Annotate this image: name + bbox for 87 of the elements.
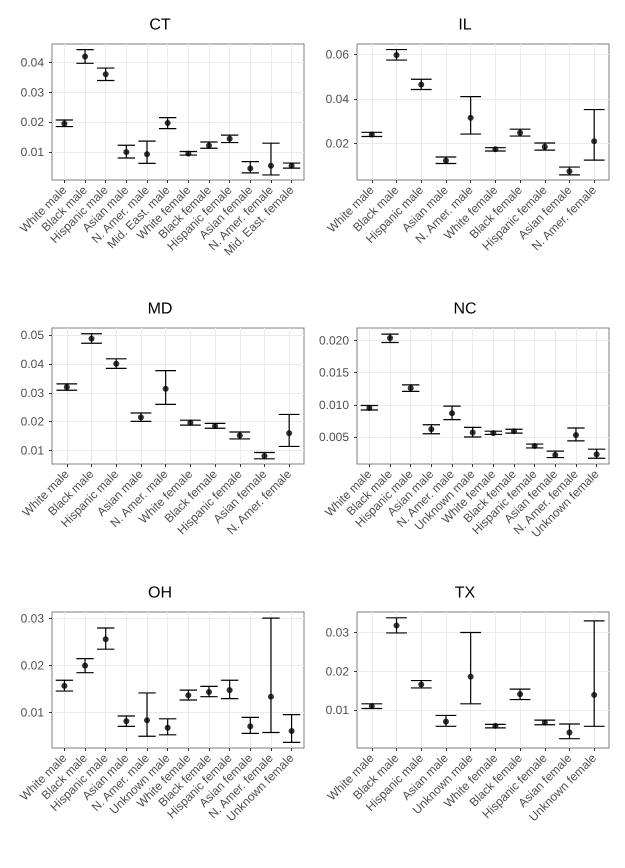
point [162, 386, 169, 392]
y-tick-label: 0.02 [20, 414, 44, 429]
y-tick-label: 0.02 [20, 658, 44, 673]
y-tick-label: 0.01 [20, 443, 44, 458]
point [138, 414, 144, 420]
point [542, 144, 548, 150]
chart-title: TX [454, 584, 476, 602]
point [261, 452, 268, 459]
point [185, 692, 192, 698]
point [82, 662, 88, 669]
point [368, 703, 375, 710]
point [566, 730, 572, 736]
chart-title: IL [458, 16, 472, 34]
point [368, 132, 375, 138]
chart-title: CT [149, 16, 171, 34]
point [113, 360, 120, 367]
point [387, 334, 394, 341]
y-tick-label: 0.010 [318, 398, 350, 412]
chart-title: MD [148, 300, 172, 318]
point [418, 681, 424, 688]
point [492, 146, 498, 152]
y-tick-label: 0.005 [318, 430, 350, 444]
y-tick-label: 0.02 [326, 664, 350, 678]
point [268, 162, 274, 169]
point [64, 384, 70, 390]
point [442, 718, 449, 725]
point [591, 692, 598, 698]
point [164, 724, 171, 731]
point [82, 53, 88, 60]
y-tick-label: 0.05 [20, 328, 44, 342]
point [144, 151, 150, 158]
point [185, 150, 192, 157]
point [572, 432, 579, 438]
y-tick-label: 0.015 [318, 366, 350, 380]
y-tick-label: 0.06 [326, 47, 350, 62]
point [144, 717, 150, 724]
point [123, 149, 130, 156]
point [286, 430, 292, 436]
y-tick-label: 0.01 [20, 144, 44, 159]
point [88, 336, 95, 342]
point [102, 636, 109, 642]
point [449, 410, 456, 416]
point [102, 71, 109, 78]
y-tick-label: 0.04 [20, 357, 44, 372]
point [428, 426, 434, 432]
point [206, 689, 212, 695]
y-tick-label: 0.01 [20, 706, 44, 720]
y-tick-label: 0.01 [326, 703, 350, 718]
point [236, 432, 243, 438]
chart-title: NC [453, 300, 477, 318]
point [394, 622, 400, 629]
point [566, 168, 572, 174]
point [247, 165, 254, 172]
point [408, 385, 414, 392]
point [394, 52, 400, 58]
y-tick-label: 0.04 [20, 56, 44, 70]
y-tick-label: 0.03 [20, 85, 44, 100]
point [517, 691, 524, 698]
point [61, 682, 68, 689]
y-tick-label: 0.02 [20, 115, 44, 130]
point [468, 674, 474, 680]
point [268, 694, 274, 700]
point [492, 722, 498, 729]
point [517, 130, 524, 136]
point [594, 451, 600, 458]
point [591, 138, 598, 144]
point [226, 687, 233, 694]
point [226, 136, 233, 142]
y-tick-label: 0.03 [20, 612, 44, 626]
y-tick-label: 0.03 [326, 626, 350, 640]
point [490, 430, 496, 436]
chart-title: OH [148, 584, 172, 602]
y-tick-label: 0.020 [318, 334, 350, 348]
point [247, 723, 254, 730]
point [187, 420, 194, 426]
point [418, 82, 424, 88]
y-tick-label: 0.02 [326, 136, 350, 151]
point [164, 120, 171, 126]
point [542, 719, 548, 726]
point [470, 429, 476, 436]
point [510, 428, 517, 434]
point [123, 718, 130, 724]
y-tick-label: 0.04 [326, 92, 350, 106]
point [288, 728, 295, 734]
point [468, 114, 474, 121]
y-tick-label: 0.03 [20, 386, 44, 400]
point [532, 442, 538, 449]
